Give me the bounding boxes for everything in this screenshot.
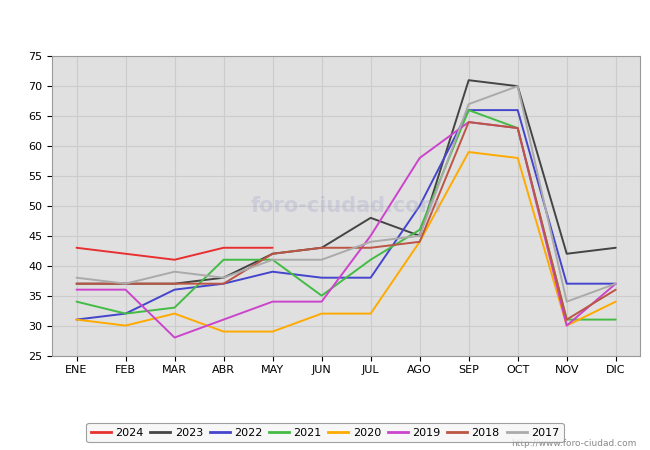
Legend: 2024, 2023, 2022, 2021, 2020, 2019, 2018, 2017: 2024, 2023, 2022, 2021, 2020, 2019, 2018… [86,423,564,442]
Text: foro-ciudad.com: foro-ciudad.com [250,196,442,216]
Text: Afiliados en Leiva a 31/5/2024: Afiliados en Leiva a 31/5/2024 [188,14,462,33]
Text: http://www.foro-ciudad.com: http://www.foro-ciudad.com [512,439,637,448]
